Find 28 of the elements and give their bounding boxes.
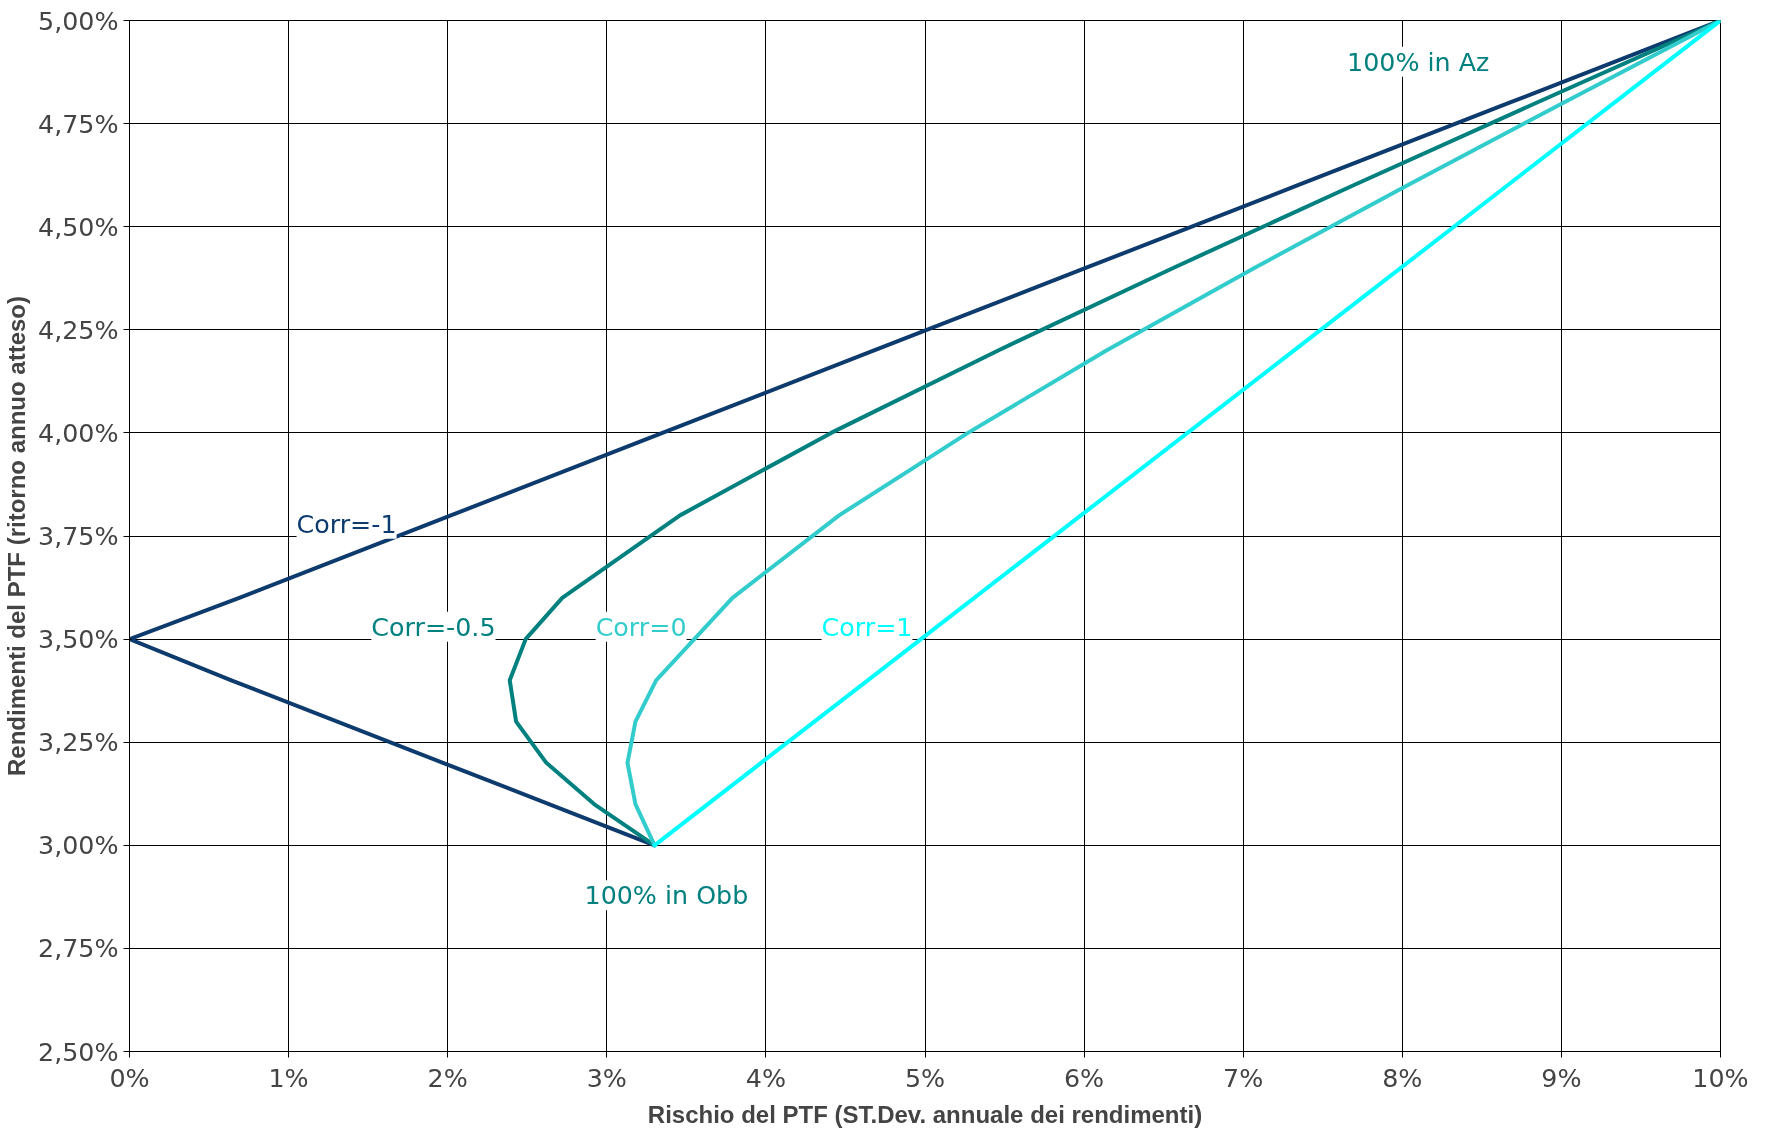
x-tick-label: 8% [1382, 1062, 1423, 1093]
annotation: 100% in Az [1347, 46, 1490, 77]
x-tick-label: 7% [1223, 1062, 1264, 1093]
x-tick-label: 9% [1541, 1062, 1582, 1093]
x-axis-title: Rischio del PTF (ST.Dev. annuale dei rendimenti) [647, 1100, 1203, 1128]
y-axis-title: Rendimenti del PTF (ritorno annuo atteso) [3, 296, 31, 776]
x-tick-label: 3% [586, 1062, 627, 1093]
y-tick-label: 2,75% [38, 933, 119, 964]
x-tick-label: 6% [1064, 1062, 1105, 1093]
annotation: 100% in Obb [584, 880, 749, 911]
y-tick-label: 4,50% [38, 211, 119, 242]
y-tick-label: 5,00% [38, 5, 119, 36]
x-tick-label: 5% [904, 1062, 946, 1093]
y-tick-label: 4,75% [38, 108, 119, 139]
series-label: Corr=1 [821, 611, 913, 642]
series-label: Corr=0 [595, 611, 687, 642]
y-tick-label: 4,00% [38, 417, 119, 448]
y-tick-label: 3,25% [38, 727, 119, 758]
y-tick-label: 3,50% [38, 624, 119, 655]
x-tick-label: 1% [268, 1062, 309, 1093]
series-label: Corr=-1 [296, 508, 397, 539]
x-tick-label: 2% [427, 1062, 468, 1093]
x-tick-label: 10% [1692, 1062, 1749, 1093]
y-tick-label: 3,00% [38, 830, 119, 861]
y-tick-label: 3,75% [38, 521, 119, 551]
x-tick-label: 4% [745, 1062, 786, 1093]
y-tick-label: 4,25% [38, 314, 119, 345]
series-label: Corr=-0.5 [371, 611, 496, 642]
